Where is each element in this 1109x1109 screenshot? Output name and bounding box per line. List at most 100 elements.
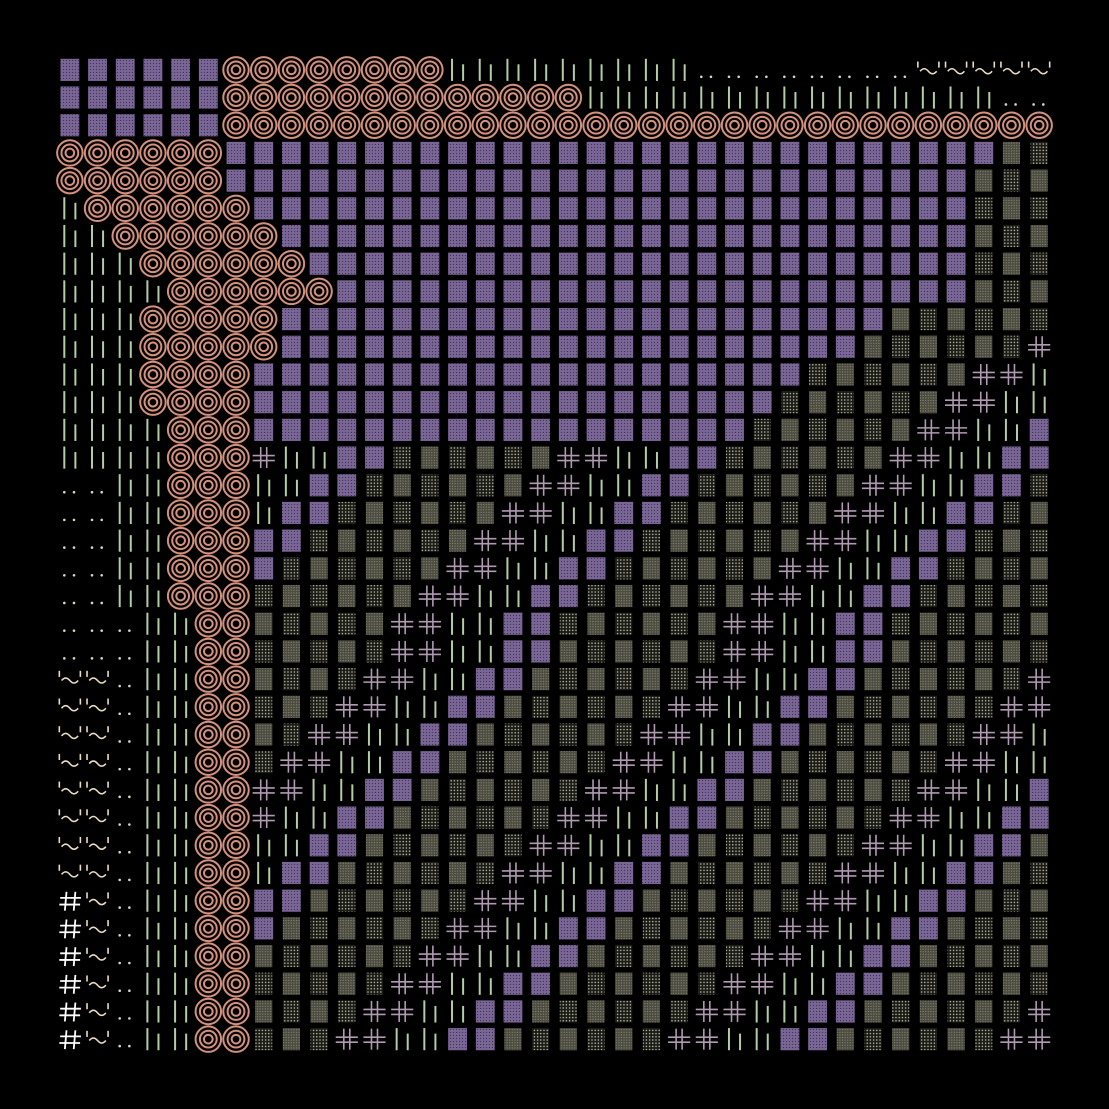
cell-tilde (86, 975, 109, 989)
mosaic-svg (56, 56, 1053, 1053)
cell-block (808, 335, 828, 358)
cell-cross (308, 723, 331, 746)
cell-block (642, 474, 661, 497)
cell-bar (146, 723, 160, 746)
cell-stipple (559, 1028, 577, 1051)
cell-stipple (310, 1028, 328, 1051)
cell-block (669, 834, 689, 857)
cell-block (586, 197, 606, 220)
cell-stipple (532, 806, 550, 829)
cell-stipple (947, 308, 965, 331)
cell-block (835, 224, 855, 248)
cell-ring (222, 997, 250, 1026)
cell-stipple (1030, 612, 1048, 635)
cell-stipple (338, 557, 356, 580)
cell-bar (118, 529, 132, 552)
cell-cross (723, 640, 746, 662)
cell-dots (866, 75, 879, 79)
cell-bar (589, 86, 603, 109)
cell-stipple (615, 557, 633, 580)
cell-block (614, 197, 634, 220)
cell-block (669, 197, 689, 220)
cell-bar (700, 86, 714, 109)
cell-stipple (781, 474, 799, 497)
cell-stipple (753, 501, 771, 525)
cell-ring (83, 166, 112, 195)
cell-block (614, 861, 634, 885)
cell-bar (866, 529, 880, 552)
cell-ring (166, 333, 195, 361)
cell-block (337, 335, 357, 358)
cell-block (558, 363, 578, 386)
cell-cross (529, 474, 552, 496)
cell-cross (557, 447, 580, 469)
cell-stipple (393, 584, 411, 608)
cell-bar (478, 584, 492, 608)
cell-stipple (670, 944, 688, 968)
cell-block (725, 335, 744, 358)
cell-cross (861, 474, 885, 496)
cell-tilde (86, 1030, 109, 1044)
cell-stipple (836, 474, 854, 497)
cell-block (752, 252, 772, 275)
cell-ring (222, 554, 250, 583)
cell-block (586, 280, 606, 303)
cell-block (697, 308, 717, 331)
cell-ring (222, 637, 250, 666)
cell-stipple (642, 1000, 661, 1023)
cell-ring (720, 111, 749, 139)
cell-stipple (310, 529, 328, 552)
cell-stipple (864, 751, 882, 774)
cell-stipple (725, 584, 744, 608)
cell-bar (755, 1000, 769, 1023)
cell-block (337, 446, 357, 469)
cell-block (725, 280, 744, 303)
cell-stipple (587, 612, 605, 635)
cell-cross (695, 1000, 718, 1022)
cell-block (281, 363, 301, 386)
cell-stipple (670, 640, 688, 663)
cell-stipple (642, 584, 661, 608)
cell-ring (194, 665, 223, 693)
cell-ring (194, 194, 223, 223)
cell-stipple (365, 861, 384, 885)
cell-stipple (504, 751, 522, 774)
cell-ring (139, 222, 167, 250)
cell-stipple (1030, 834, 1048, 857)
cell-cross (529, 502, 552, 524)
cell-block (475, 197, 495, 220)
cell-cross (695, 1028, 718, 1050)
cell-stipple (393, 861, 411, 885)
cell-block (531, 584, 551, 608)
cell-bar (257, 501, 271, 525)
cell-ring (194, 803, 223, 832)
cell-stipple (753, 474, 771, 497)
cell-bar (506, 557, 520, 580)
cell-ring (222, 388, 250, 416)
cell-block (808, 197, 828, 220)
cell-tilde (86, 753, 109, 767)
cell-bar (451, 1000, 465, 1023)
cell-dots (1004, 103, 1017, 106)
cell-stipple (504, 834, 522, 857)
cell-block (420, 308, 440, 331)
cell-ring (194, 942, 223, 970)
cell-dots (118, 1044, 131, 1048)
cell-bar (866, 889, 880, 912)
cell-block (309, 335, 329, 358)
cell-block (365, 363, 384, 386)
cell-stipple (892, 335, 910, 358)
cell-block (558, 557, 578, 580)
cell-bar (672, 58, 686, 81)
cell-stipple (421, 778, 439, 801)
cell-block (863, 640, 883, 663)
cell-block (752, 224, 772, 248)
cell-ring (139, 333, 167, 361)
cell-cross (501, 530, 525, 552)
cell-stipple (393, 917, 411, 940)
cell-block (725, 778, 744, 801)
cell-stipple (587, 723, 605, 746)
cell-ring (222, 748, 250, 776)
cell-dots (893, 75, 907, 79)
cell-bar (672, 86, 686, 109)
